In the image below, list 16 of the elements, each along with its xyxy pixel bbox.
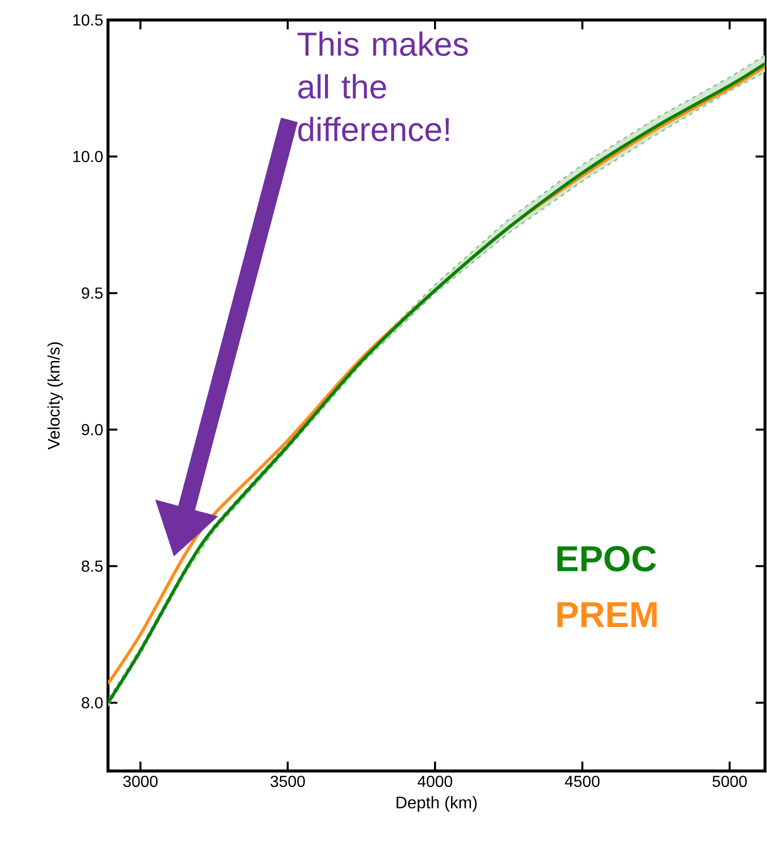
x-axis-title: Depth (km) xyxy=(396,796,477,812)
y-tick-label: 8.5 xyxy=(82,560,103,572)
y-tick-label: 10.5 xyxy=(73,14,103,26)
x-tick-label: 5000 xyxy=(712,776,747,788)
annotation: This makes all the difference! xyxy=(298,32,468,142)
x-tick-label: 3500 xyxy=(270,776,305,788)
text: PREM xyxy=(557,602,657,628)
x-tick-label: 4000 xyxy=(418,776,452,788)
y-tick-label: 9.0 xyxy=(82,424,103,436)
x-tick-label: 4500 xyxy=(564,776,600,788)
y-tick-label: 9.5 xyxy=(82,287,103,299)
y-axis-title: Velocity (km/s) xyxy=(47,342,63,450)
text: EPOC xyxy=(557,546,656,572)
y-tick-label: 8.0 xyxy=(82,697,103,708)
x-tick-label: 3000 xyxy=(123,776,158,788)
y-tick-label: 10.0 xyxy=(73,150,103,162)
